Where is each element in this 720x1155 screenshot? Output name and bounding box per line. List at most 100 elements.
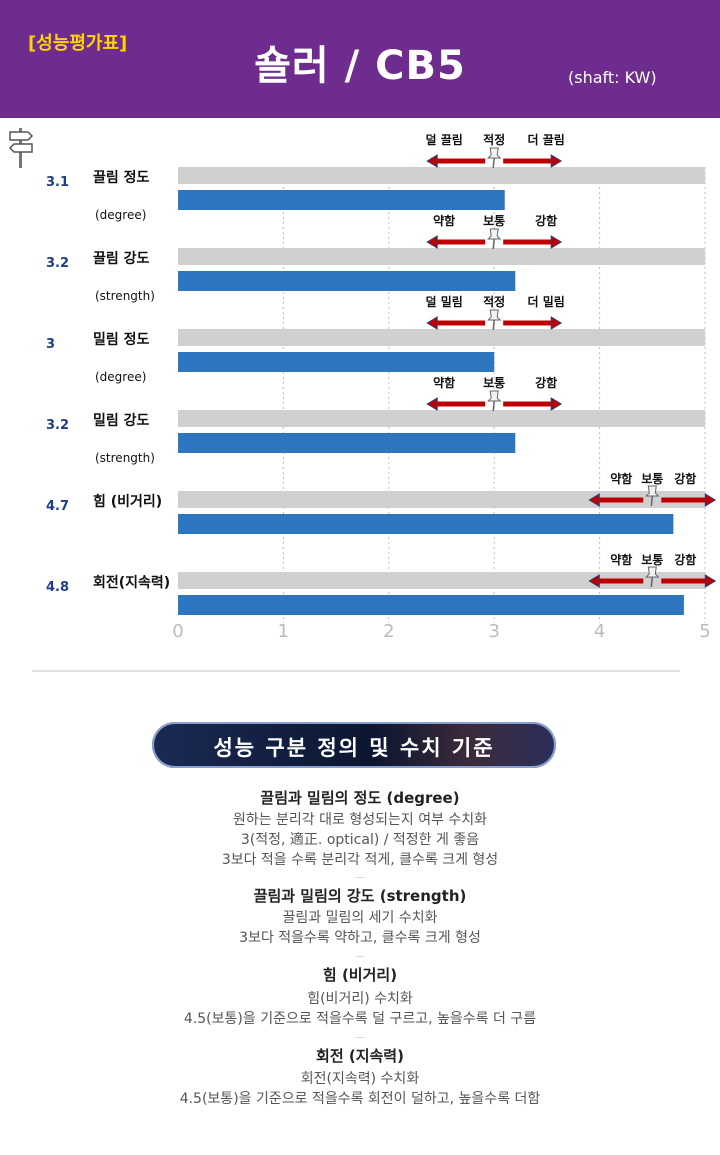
- section-line: 회전(지속력) 수치화: [300, 1071, 420, 1087]
- section-title: 회전 (지속력): [316, 1047, 404, 1065]
- x-tick-label: 1: [278, 621, 289, 642]
- arrow-head: [704, 493, 717, 507]
- section-line: 4.5(보통)을 기준으로 적을수록 덜 구르고, 높을수록 더 구름: [183, 1011, 537, 1027]
- category-label: 밀림 강도: [93, 412, 150, 429]
- scale-left-label: 약함: [610, 552, 632, 567]
- value-bar: [178, 271, 516, 291]
- pin-head: [486, 147, 502, 159]
- arrow-head: [550, 397, 563, 411]
- value-label: 3: [46, 337, 55, 352]
- value-bar: [178, 514, 674, 534]
- scale-left-label: 약함: [433, 375, 455, 390]
- header-banner: [성능평가표] 숄러 / CB5 (shaft: KW): [0, 0, 720, 118]
- pin-icon: [486, 228, 502, 250]
- track-bar: [178, 410, 705, 427]
- left-arrow: [426, 154, 486, 168]
- right-arrow: [503, 316, 563, 330]
- pin-icon: [486, 309, 502, 331]
- divider: [32, 670, 680, 672]
- scale-left-label: 덜 밀림: [426, 295, 463, 309]
- category-label: 끌림 강도: [93, 250, 150, 267]
- section-line: 4.5(보통)을 기준으로 적을수록 회전이 덜하고, 높을수록 더함: [179, 1091, 541, 1107]
- scale-mid-label: 보통: [641, 471, 663, 486]
- track-bar: [178, 329, 705, 346]
- category-sublabel: (strength): [95, 289, 155, 303]
- value-bar: [178, 352, 495, 372]
- scale-mid-label: 보통: [641, 552, 663, 567]
- section-divider: —: [355, 1032, 365, 1043]
- signpost-icon: [8, 128, 34, 168]
- track-bar: [178, 572, 705, 589]
- right-arrow: [503, 235, 563, 249]
- section-divider: —: [355, 951, 365, 962]
- scale-right-label: 강함: [535, 213, 557, 228]
- x-tick-label: 5: [699, 621, 710, 642]
- arrow-head: [588, 574, 600, 588]
- shaft-label: (shaft: KW): [568, 68, 657, 87]
- value-label: 3.2: [46, 256, 69, 271]
- pin-needle: [492, 157, 495, 169]
- arrow-head: [426, 235, 438, 249]
- value-label: 4.7: [46, 499, 69, 514]
- x-tick-label: 2: [383, 621, 394, 642]
- pin-head: [645, 485, 660, 497]
- x-tick-label: 0: [172, 621, 183, 642]
- left-arrow: [588, 493, 644, 507]
- x-tick-label: 3: [488, 621, 499, 642]
- value-label: 3.1: [46, 175, 69, 190]
- arrow-head: [426, 154, 438, 168]
- left-arrow: [588, 574, 644, 588]
- value-bar: [178, 433, 516, 453]
- pin-head: [486, 390, 502, 402]
- x-tick-label: 4: [594, 621, 605, 642]
- arrow-head: [550, 235, 563, 249]
- value-bar: [178, 190, 505, 210]
- section-title: 힘 (비거리): [322, 966, 398, 984]
- track-bar: [178, 167, 705, 184]
- left-arrow: [426, 235, 486, 249]
- arrow-head: [550, 316, 563, 330]
- banner-title: 성능 구분 정의 및 수치 기준: [213, 736, 495, 760]
- value-label: 3.2: [46, 418, 69, 433]
- scale-right-label: 강함: [535, 375, 557, 390]
- value-label: 4.8: [46, 580, 69, 595]
- category-label: 밀림 정도: [93, 331, 150, 348]
- category-sublabel: (degree): [95, 370, 146, 384]
- right-arrow: [503, 397, 563, 411]
- section-line: 3보다 적을 수록 분리각 적게, 클수록 크게 형성: [221, 852, 499, 868]
- scale-right-label: 더 끌림: [528, 132, 565, 147]
- pin-head: [645, 566, 660, 578]
- pin-icon: [486, 390, 502, 412]
- arrow-head: [550, 154, 563, 168]
- section-line: 힘(비거리) 수치화: [307, 991, 413, 1007]
- pin-icon: [645, 485, 660, 507]
- right-arrow: [661, 574, 717, 588]
- arrow-head: [704, 574, 717, 588]
- section-divider: —: [355, 872, 365, 883]
- value-bar: [178, 595, 684, 615]
- left-arrow: [426, 397, 486, 411]
- track-bar: [178, 248, 705, 265]
- performance-chart: 0 1 2 3 4 53.1 끌림 정도(degree)덜 끌림 적정 더 끌림3.2 끌림 강도…: [46, 132, 717, 642]
- section-line: 3(적정, 適正. optical) / 적정한 게 좋음: [240, 832, 480, 848]
- left-arrow: [426, 316, 486, 330]
- right-arrow: [503, 154, 563, 168]
- pin-head: [486, 228, 502, 240]
- header-tag: [성능평가표]: [28, 33, 128, 54]
- scale-mid-label: 보통: [483, 213, 505, 228]
- scale-right-label: 더 밀림: [528, 294, 565, 309]
- scale-mid-label: 보통: [483, 375, 505, 390]
- section-title: 끌림과 밀림의 강도 (strength): [253, 887, 467, 905]
- arrow-head: [426, 316, 438, 330]
- scale-right-label: 강함: [674, 552, 696, 567]
- pin-needle: [492, 238, 495, 250]
- category-label: 회전(지속력): [93, 574, 170, 591]
- page-title: 숄러 / CB5: [254, 43, 466, 89]
- pin-head: [486, 309, 502, 321]
- section-line: 원하는 분리각 대로 형성되는지 여부 수치화: [232, 812, 488, 828]
- scale-left-label: 덜 끌림: [426, 133, 463, 147]
- scale-right-label: 강함: [674, 471, 696, 486]
- scale-left-label: 약함: [610, 471, 632, 486]
- section-line: 3보다 적을수록 약하고, 클수록 크게 형성: [239, 930, 481, 946]
- pin-icon: [486, 147, 502, 169]
